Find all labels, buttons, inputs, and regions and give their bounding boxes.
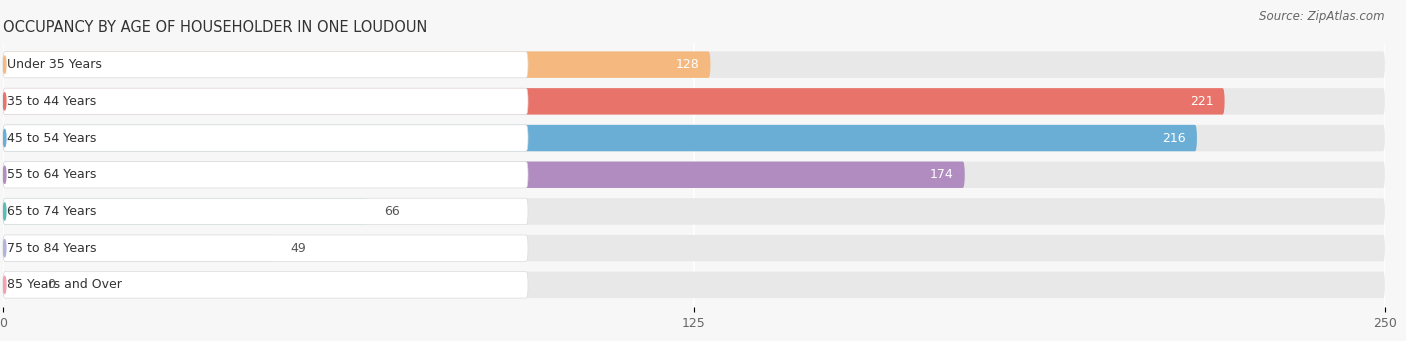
- FancyBboxPatch shape: [3, 235, 1385, 262]
- FancyBboxPatch shape: [3, 162, 529, 188]
- FancyBboxPatch shape: [3, 88, 1225, 115]
- Circle shape: [3, 166, 6, 183]
- Circle shape: [3, 276, 6, 294]
- Text: 221: 221: [1189, 95, 1213, 108]
- FancyBboxPatch shape: [3, 125, 1197, 151]
- FancyBboxPatch shape: [3, 272, 1385, 298]
- Text: 75 to 84 Years: 75 to 84 Years: [7, 242, 97, 255]
- FancyBboxPatch shape: [3, 198, 529, 225]
- Text: Source: ZipAtlas.com: Source: ZipAtlas.com: [1260, 10, 1385, 23]
- FancyBboxPatch shape: [3, 272, 529, 298]
- Text: OCCUPANCY BY AGE OF HOUSEHOLDER IN ONE LOUDOUN: OCCUPANCY BY AGE OF HOUSEHOLDER IN ONE L…: [3, 19, 427, 34]
- Text: 174: 174: [929, 168, 953, 181]
- Text: 85 Years and Over: 85 Years and Over: [7, 278, 122, 291]
- FancyBboxPatch shape: [3, 88, 529, 115]
- Text: 65 to 74 Years: 65 to 74 Years: [7, 205, 97, 218]
- Text: 66: 66: [384, 205, 401, 218]
- Circle shape: [3, 93, 6, 110]
- FancyBboxPatch shape: [3, 51, 1385, 78]
- FancyBboxPatch shape: [3, 88, 1385, 115]
- FancyBboxPatch shape: [3, 235, 274, 262]
- FancyBboxPatch shape: [3, 198, 368, 225]
- FancyBboxPatch shape: [3, 162, 965, 188]
- FancyBboxPatch shape: [3, 51, 529, 78]
- FancyBboxPatch shape: [3, 51, 710, 78]
- FancyBboxPatch shape: [3, 272, 8, 298]
- Circle shape: [3, 130, 6, 147]
- FancyBboxPatch shape: [3, 235, 529, 262]
- Circle shape: [3, 56, 6, 73]
- Text: 49: 49: [290, 242, 307, 255]
- FancyBboxPatch shape: [3, 125, 529, 151]
- Text: Under 35 Years: Under 35 Years: [7, 58, 103, 71]
- Text: 45 to 54 Years: 45 to 54 Years: [7, 132, 97, 145]
- FancyBboxPatch shape: [3, 125, 1385, 151]
- FancyBboxPatch shape: [3, 162, 1385, 188]
- Text: 128: 128: [676, 58, 699, 71]
- Text: 0: 0: [46, 278, 55, 291]
- Circle shape: [3, 203, 6, 220]
- Text: 55 to 64 Years: 55 to 64 Years: [7, 168, 97, 181]
- Text: 216: 216: [1163, 132, 1185, 145]
- Text: 35 to 44 Years: 35 to 44 Years: [7, 95, 97, 108]
- FancyBboxPatch shape: [3, 198, 1385, 225]
- Circle shape: [3, 240, 6, 257]
